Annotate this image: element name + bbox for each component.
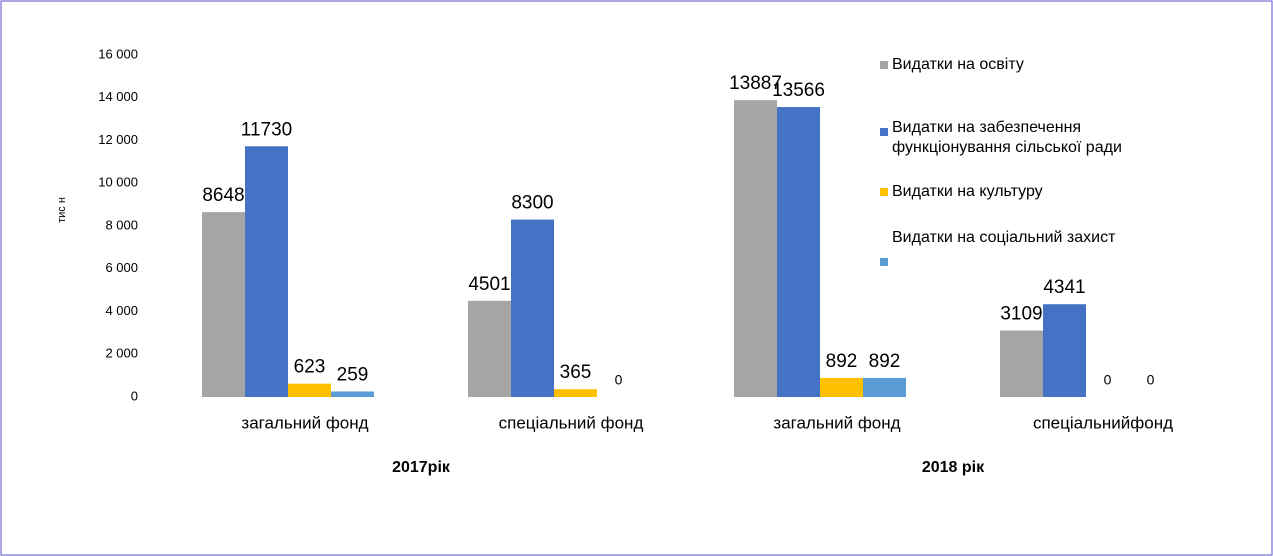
- data-label: 8300: [511, 193, 553, 214]
- x-tick-label: спеціальнийфонд: [1033, 413, 1173, 432]
- legend-label: Видатки на соціальний захист: [892, 229, 1116, 246]
- data-label: 0: [1104, 372, 1112, 388]
- data-label: 0: [615, 372, 623, 388]
- data-label: 892: [826, 351, 858, 372]
- data-label: 13566: [772, 80, 825, 101]
- x-tick-label: загальний фонд: [773, 413, 900, 432]
- y-tick-label: 12 000: [98, 132, 138, 147]
- bar: [863, 377, 906, 397]
- legend-swatch: [880, 188, 888, 196]
- legend-swatch: [880, 258, 888, 266]
- bar: [245, 146, 288, 397]
- bar: [1000, 330, 1043, 397]
- legend-swatch: [880, 61, 888, 69]
- data-label: 13887: [729, 73, 782, 94]
- group-label: 2017рік: [392, 459, 451, 476]
- data-label: 365: [560, 362, 592, 383]
- y-tick-label: 14 000: [98, 89, 138, 104]
- data-label: 0: [1147, 372, 1155, 388]
- y-tick-label: 2 000: [105, 346, 138, 361]
- bar: [734, 100, 777, 397]
- x-tick-label: загальний фонд: [241, 413, 368, 432]
- data-label: 8648: [202, 185, 244, 206]
- data-label: 623: [294, 357, 326, 378]
- group-label: 2018 рік: [922, 459, 985, 476]
- data-label: 3109: [1000, 304, 1042, 325]
- bar: [1043, 304, 1086, 397]
- y-tick-label: 16 000: [98, 46, 138, 61]
- bar: [331, 391, 374, 397]
- y-tick-label: 4 000: [105, 303, 138, 318]
- bar: [554, 389, 597, 397]
- bar: [777, 107, 820, 398]
- data-label: 259: [337, 364, 369, 385]
- legend-swatch: [880, 128, 888, 136]
- y-axis-label: тис н: [56, 197, 68, 223]
- legend-label: Видатки на культуру: [892, 183, 1043, 200]
- x-tick-label: спеціальний фонд: [499, 413, 644, 432]
- data-label: 892: [869, 351, 901, 372]
- legend-label: Видатки на освіту: [892, 56, 1024, 73]
- data-label: 4501: [468, 274, 510, 295]
- y-tick-label: 6 000: [105, 260, 138, 275]
- bar: [288, 383, 331, 397]
- y-tick-label: 8 000: [105, 217, 138, 232]
- bar: [468, 300, 511, 397]
- bar: [820, 377, 863, 397]
- bar: [511, 219, 554, 397]
- data-label: 11730: [241, 119, 292, 140]
- bar: [202, 212, 245, 397]
- legend-label: Видатки на забезпечення функціонування сі…: [892, 119, 1122, 156]
- y-tick-label: 10 000: [98, 175, 138, 190]
- y-tick-label: 0: [131, 388, 138, 403]
- data-label: 4341: [1043, 277, 1085, 298]
